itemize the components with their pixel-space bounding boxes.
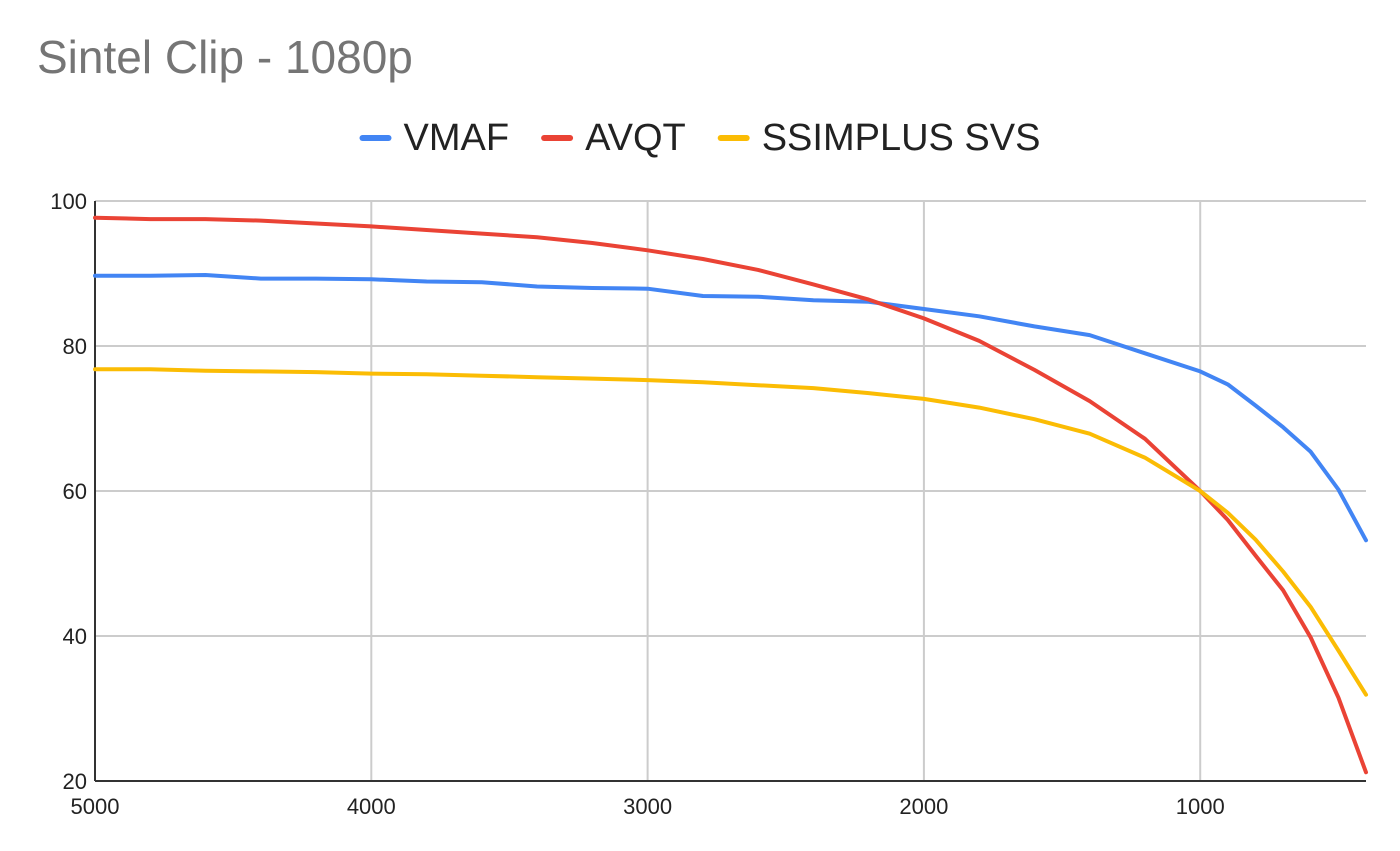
series-line-vmaf [93, 273, 1368, 543]
legend-label: AVQT [585, 117, 686, 159]
series-line-avqt [93, 215, 1368, 775]
y-tick-label: 60 [63, 479, 87, 504]
x-tick-label: 5000 [71, 794, 120, 819]
series-line-ssimplus-svs [93, 367, 1368, 697]
y-tick-label: 40 [63, 624, 87, 649]
x-tick-label: 4000 [347, 794, 396, 819]
x-tick-label: 1000 [1176, 794, 1225, 819]
chart-title: Sintel Clip - 1080p [37, 31, 413, 83]
chart-series [93, 215, 1368, 775]
legend-swatch [359, 135, 392, 141]
legend-swatch [717, 135, 750, 141]
y-tick-label: 100 [50, 189, 87, 214]
legend-item-ssimplus-svs: SSIMPLUS SVS [717, 117, 1041, 159]
legend-label: VMAF [404, 117, 510, 159]
legend: VMAF AVQT SSIMPLUS SVS [359, 117, 1041, 159]
legend-label: SSIMPLUS SVS [762, 117, 1041, 159]
chart-grid [95, 200, 1366, 781]
legend-swatch [541, 135, 574, 141]
legend-item-avqt: AVQT [541, 117, 686, 159]
legend-item-vmaf: VMAF [359, 117, 510, 159]
x-tick-label: 3000 [623, 794, 672, 819]
y-tick-label: 80 [63, 334, 87, 359]
tick-labels: 20 40 60 80 100 5000 4000 3000 2000 1000 [50, 189, 1224, 819]
chart-axes [94, 201, 1366, 782]
x-tick-label: 2000 [899, 794, 948, 819]
y-tick-label: 20 [63, 769, 87, 794]
